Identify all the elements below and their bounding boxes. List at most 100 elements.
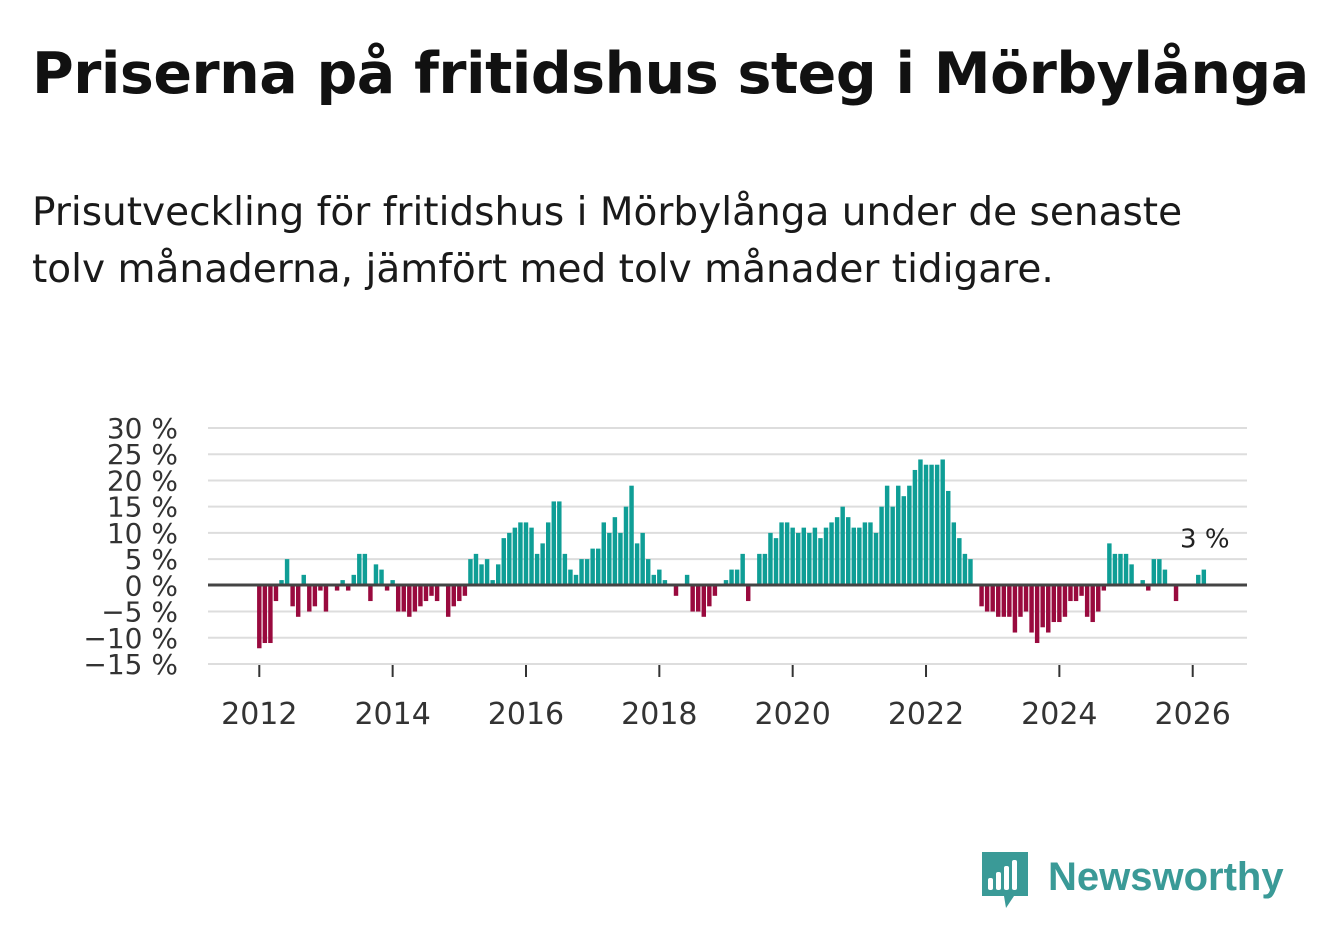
bar <box>890 506 895 586</box>
bar <box>351 574 356 586</box>
bar <box>1062 585 1068 617</box>
bar <box>712 585 718 596</box>
bar <box>1040 585 1045 628</box>
bar <box>857 527 862 586</box>
bar <box>896 485 901 586</box>
bar <box>307 585 312 612</box>
bar <box>373 564 379 586</box>
bar <box>345 585 351 591</box>
bar <box>868 522 873 586</box>
bar <box>623 506 629 586</box>
bar <box>318 585 323 591</box>
bar <box>557 501 562 586</box>
y-tick-label: −15 % <box>83 648 178 681</box>
bar <box>701 585 706 617</box>
x-tick-label: 2014 <box>354 697 430 732</box>
bar <box>696 585 701 612</box>
bar <box>879 506 884 586</box>
bar <box>796 532 801 586</box>
bar <box>929 464 934 586</box>
bar <box>979 585 984 607</box>
bar <box>818 538 823 586</box>
bar <box>523 522 529 586</box>
bar <box>823 527 829 586</box>
bar <box>1173 585 1179 602</box>
bar <box>940 459 945 586</box>
bar <box>907 485 912 586</box>
bar <box>990 585 995 612</box>
bar <box>640 532 645 586</box>
y-tick-label: 5 % <box>125 543 178 576</box>
bar <box>729 569 734 586</box>
bar-chart: 30 %25 %20 %15 %10 %5 %0 %−5 %−10 %−15 %… <box>83 412 1247 732</box>
bar <box>268 585 273 644</box>
bar <box>284 559 290 586</box>
x-axis: 2012 2014 2016 2018 2020 2022 2024 2026 <box>221 665 1231 732</box>
x-tick-label: 2016 <box>488 697 564 732</box>
bar <box>1123 553 1129 586</box>
bar <box>734 569 740 586</box>
bar <box>1029 585 1034 633</box>
bar <box>1196 574 1201 586</box>
bar <box>1096 585 1101 612</box>
bar <box>629 485 634 586</box>
bar <box>1140 580 1145 586</box>
bar <box>801 527 807 586</box>
y-tick-label: −10 % <box>83 622 178 655</box>
bar <box>540 543 545 586</box>
bar <box>723 580 729 586</box>
bar <box>368 585 373 602</box>
bar <box>407 585 412 617</box>
bar <box>923 464 929 586</box>
bar <box>684 574 690 586</box>
gridlines <box>208 427 1247 665</box>
bar <box>490 580 495 586</box>
bar <box>295 585 301 617</box>
bar <box>507 532 512 586</box>
bar <box>273 585 279 602</box>
bar <box>862 522 868 586</box>
bar <box>573 574 579 586</box>
bar <box>568 569 573 586</box>
bar <box>262 585 268 644</box>
y-tick-label: −5 % <box>101 596 178 629</box>
bar <box>790 527 795 586</box>
x-tick-label: 2022 <box>888 697 964 732</box>
bar <box>657 569 662 586</box>
bar <box>1007 585 1012 617</box>
bar <box>562 553 568 586</box>
bar <box>1051 585 1057 623</box>
bar <box>462 585 468 596</box>
bar <box>495 564 501 586</box>
bar <box>545 522 551 586</box>
bar <box>757 553 762 586</box>
bar <box>968 559 973 586</box>
bar <box>595 548 601 586</box>
x-tick-label: 2026 <box>1155 697 1231 732</box>
bar <box>601 522 606 586</box>
bar <box>834 517 840 586</box>
latest-value-label: 3 % <box>1180 525 1230 555</box>
bar <box>1146 585 1151 591</box>
bar <box>1034 585 1040 644</box>
bar <box>846 517 851 586</box>
bar <box>873 532 879 586</box>
bar <box>901 496 907 586</box>
bar <box>607 532 612 586</box>
bar <box>257 585 262 649</box>
bar <box>479 564 484 586</box>
bar <box>1101 585 1107 591</box>
bar <box>518 522 523 586</box>
bar <box>1090 585 1095 623</box>
bar <box>1057 585 1062 623</box>
bar <box>1157 559 1162 586</box>
bar <box>384 585 390 591</box>
bars <box>257 459 1207 649</box>
bar <box>429 585 434 596</box>
bar <box>1068 585 1073 602</box>
bar <box>840 506 845 586</box>
y-axis: 30 %25 %20 %15 %10 %5 %0 %−5 %−10 %−15 % <box>83 412 178 681</box>
bar <box>468 559 473 586</box>
bar <box>1023 585 1029 612</box>
bar <box>762 553 768 586</box>
